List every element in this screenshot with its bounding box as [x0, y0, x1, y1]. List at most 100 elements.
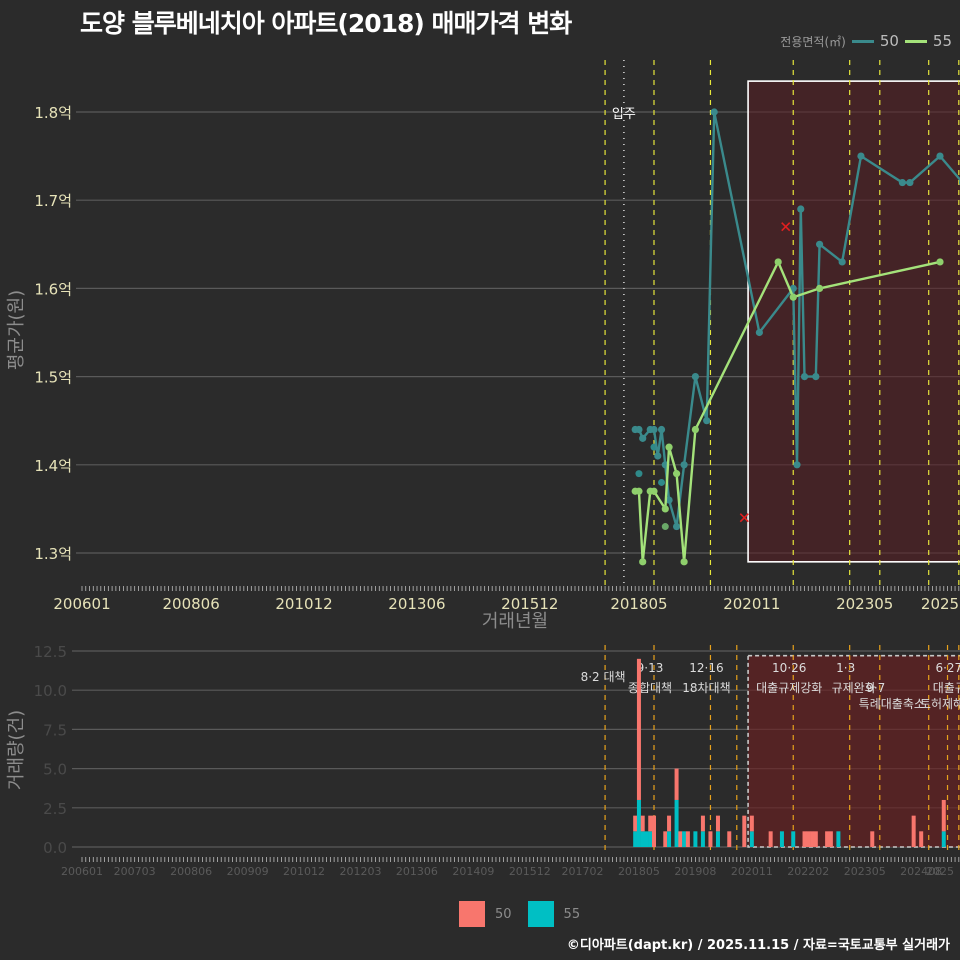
bar-50: [870, 831, 875, 847]
x-tick-label: 200703: [114, 865, 156, 878]
bar-50: [663, 831, 668, 847]
bar-50: [633, 815, 638, 832]
bar-55: [674, 799, 679, 847]
x-tick-label: 202011: [723, 595, 780, 613]
x-tick-label: 201306: [396, 865, 438, 878]
x-tick-label: 202202: [787, 865, 829, 878]
volume-bar-chart: 0.0 2.5 5.0 7.5 10.0 12.5 8·2 대책 9·13 종합대책 12·16 1…: [6, 643, 960, 878]
x-tick-label: 201512: [509, 865, 551, 878]
x-tick-label: 200909: [227, 865, 269, 878]
outlier-marker: [739, 513, 749, 523]
bar-50: [715, 815, 720, 832]
x-tick-label: 201702: [562, 865, 604, 878]
bar-55: [749, 831, 754, 847]
data-point: [650, 425, 658, 434]
y-tick-label: 1.5억: [34, 369, 72, 387]
x-tick-label: 202011: [731, 865, 773, 878]
highlight-region: [747, 654, 960, 848]
data-point: [797, 205, 805, 213]
bar-55: [715, 831, 720, 847]
bar-50: [828, 831, 833, 847]
bar-55: [644, 831, 649, 847]
data-point: [639, 558, 647, 566]
bar-55: [791, 831, 796, 847]
legend-title: 전용면적(㎡): [780, 34, 846, 49]
data-point: [639, 434, 647, 442]
outlier-marker: [781, 222, 791, 232]
data-point: [635, 425, 643, 434]
x-tick-label: 200806: [162, 595, 219, 613]
bar-50: [749, 815, 754, 832]
policy-label: 종합대책: [628, 680, 672, 695]
data-point: [906, 178, 914, 187]
data-point: [703, 417, 711, 425]
bar-55: [648, 831, 653, 847]
data-point: [665, 496, 673, 504]
bar-50: [810, 831, 815, 847]
bar-55: [682, 831, 687, 847]
data-point: [680, 558, 688, 566]
series-line-55: [635, 260, 941, 564]
x-tick-label: 201409: [452, 865, 494, 878]
data-point: [812, 373, 820, 381]
data-point: [635, 487, 643, 495]
legend-swatch-50: [851, 39, 874, 43]
x-axis-title: 거래년월: [482, 611, 548, 632]
legend-swatch-55: [904, 39, 927, 43]
bar-50: [648, 815, 653, 832]
bar-50: [768, 831, 773, 847]
legend-label-55: 55: [932, 32, 952, 50]
data-point: [815, 240, 824, 248]
x-tick-label: 200601: [53, 595, 110, 613]
y-tick-label: 7.5: [43, 721, 67, 739]
legend-box-55: [527, 901, 554, 927]
data-point: [936, 152, 944, 160]
legend-label-50: 50: [879, 32, 899, 50]
data-point: [800, 373, 809, 381]
x-tick-label: 2025: [921, 595, 959, 613]
y-tick-label: 1.7억: [34, 192, 72, 210]
policy-label: 9·13: [637, 661, 664, 675]
x-tick-label: 202305: [836, 595, 893, 613]
bar-50: [708, 831, 713, 847]
x-tick-label: 201512: [501, 595, 558, 613]
x-tick-label: 2025: [926, 865, 954, 878]
data-point: [657, 425, 666, 434]
data-point: [691, 425, 699, 434]
data-point: [654, 452, 662, 460]
x-tick-label: 201805: [618, 865, 660, 878]
bar-50: [636, 658, 641, 800]
data-point: [793, 461, 801, 469]
bar-55: [667, 831, 672, 847]
x-tick-label: 201012: [283, 865, 325, 878]
x-tick-label: 201908: [674, 865, 716, 878]
bar-50: [742, 815, 747, 847]
bar-55: [836, 831, 841, 847]
bar-50: [825, 831, 830, 847]
source-footer: ©디아파트(dapt.kr) / 2025.11.15 / 자료=국토교통부 실…: [566, 938, 950, 953]
x-tick-label: 202305: [844, 865, 886, 878]
bar-50: [813, 831, 818, 847]
data-point: [635, 470, 643, 478]
data-point: [680, 461, 688, 469]
data-point: [789, 293, 797, 301]
y-tick-label: 10.0: [34, 682, 67, 700]
chart-title: 도양 블루베네치아 아파트(2018) 매매가격 변화: [80, 9, 572, 38]
bar-50: [678, 831, 683, 847]
legend-box-50: [459, 901, 485, 927]
y-tick-label: 2.5: [43, 800, 67, 818]
area-legend: 전용면적(㎡) 50 55: [780, 32, 952, 50]
data-point: [672, 470, 681, 478]
y-axis-title: 평균가(원): [6, 290, 27, 370]
x-tick-label: 201805: [610, 595, 667, 613]
legend-label-50: 50: [495, 906, 512, 922]
bar-50: [911, 815, 916, 847]
policy-label: 8·2 대책: [581, 669, 626, 684]
bar-50: [802, 831, 807, 847]
y-tick-label: 1.4억: [34, 457, 72, 475]
policy-label: 10·26: [772, 661, 806, 675]
bar-50: [640, 815, 645, 832]
x-tick-label: 201203: [339, 865, 381, 878]
policy-label: 특례대출축소: [859, 697, 925, 711]
bar-50: [700, 815, 705, 832]
